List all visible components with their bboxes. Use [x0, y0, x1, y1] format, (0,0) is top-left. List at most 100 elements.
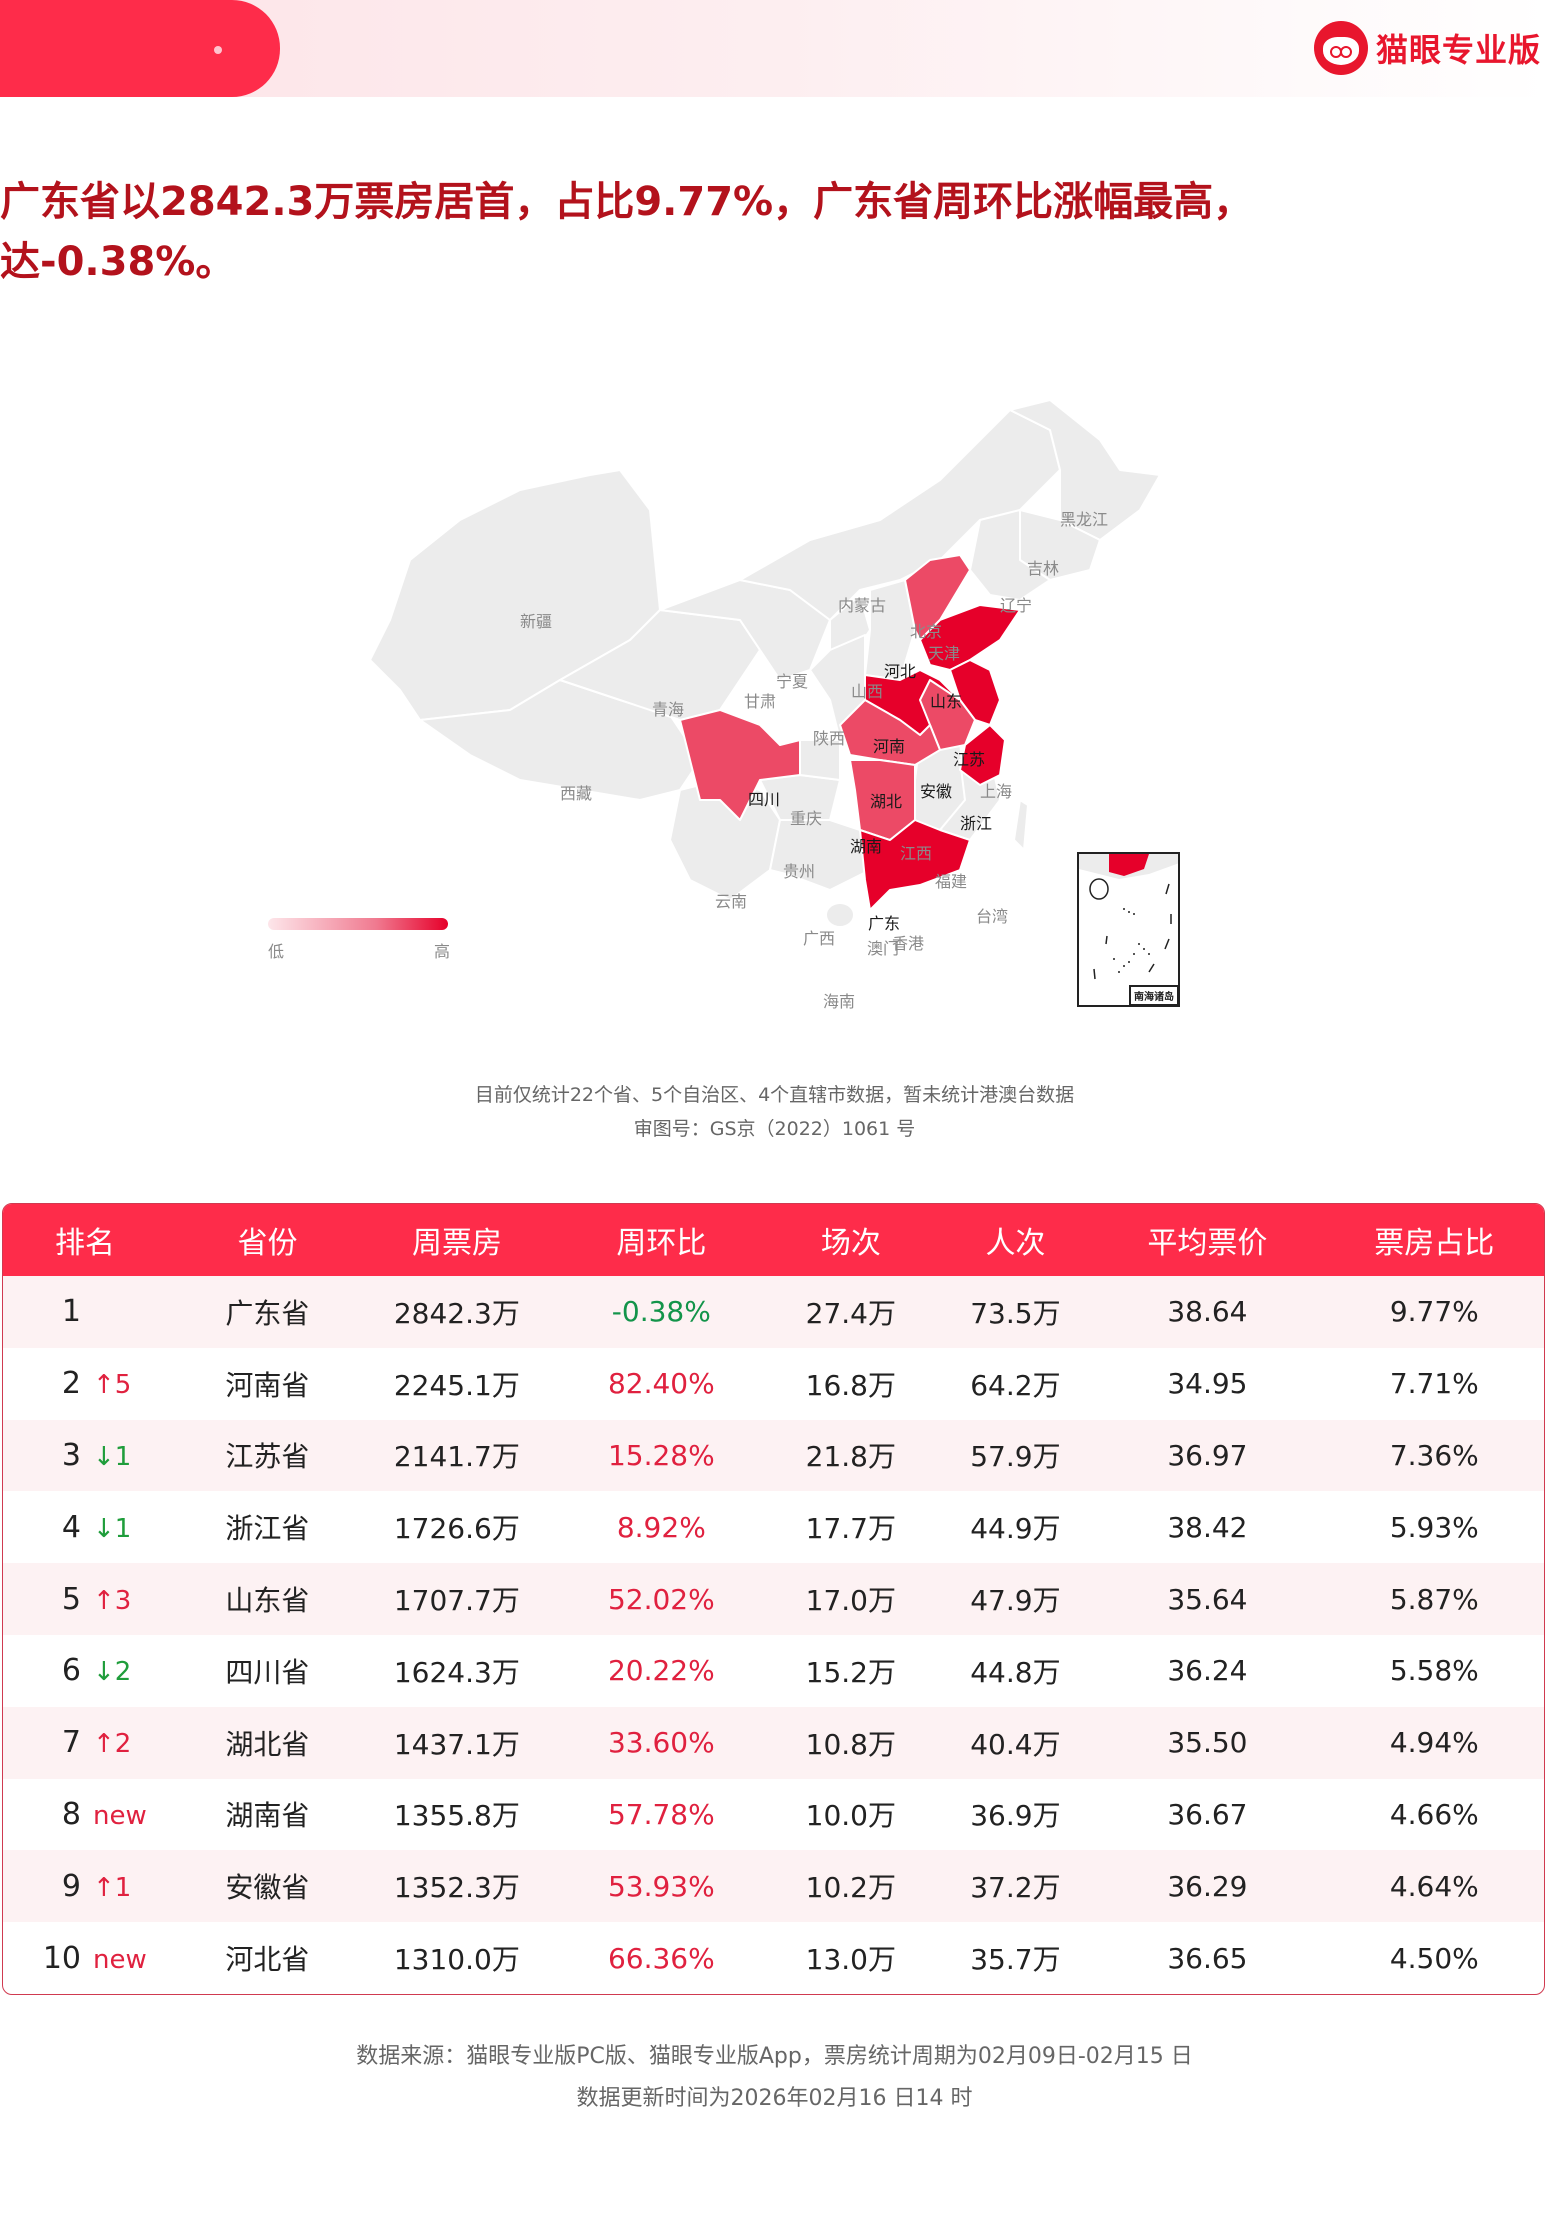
- region-zhejiang: [959, 724, 1006, 786]
- map-label-sichuan: 四川: [748, 790, 781, 809]
- avg-price-cell: 35.50: [1167, 1726, 1248, 1760]
- map-label-anhui: 安徽: [920, 782, 953, 801]
- col-header-admissions: 人次: [985, 1226, 1046, 1261]
- sessions-cell: 10.8万: [805, 1727, 896, 1761]
- wow-cell: 8.92%: [616, 1510, 706, 1544]
- map-label-yunnan: 云南: [715, 892, 748, 911]
- wow-cell: -0.38%: [611, 1295, 711, 1329]
- box-office-cell: 1352.3万: [393, 1871, 520, 1905]
- admissions-cell: 64.2万: [970, 1368, 1061, 1402]
- share-cell: 4.66%: [1389, 1797, 1479, 1831]
- map-label-neimenggu: 内蒙古: [838, 596, 887, 615]
- map-label-hebei: 河北: [884, 662, 917, 681]
- map-label-jiangxi: 江西: [900, 844, 933, 863]
- map-label-heilongjiang: 黑龙江: [1060, 510, 1109, 529]
- map-label-guizhou: 贵州: [783, 862, 816, 881]
- rank-number: 7: [61, 1725, 81, 1761]
- admissions-cell: 37.2万: [970, 1871, 1061, 1905]
- table-row: 2 ↑5 河南省 2245.1万 82.40% 16.8万 64.2万 34.95 7.71%: [3, 1348, 1544, 1420]
- note-map-approval: 审图号：GS京（2022）1061 号: [633, 1118, 916, 1140]
- admissions-cell: 36.9万: [970, 1799, 1061, 1833]
- map-label-qinghai: 青海: [652, 700, 685, 719]
- legend-high-label: 高: [433, 942, 450, 961]
- wow-cell: 33.60%: [607, 1726, 715, 1760]
- rank-number: 6: [61, 1653, 81, 1689]
- box-office-cell: 2245.1万: [393, 1368, 520, 1402]
- avg-price-cell: 34.95: [1167, 1367, 1248, 1401]
- col-header-avg-price: 平均票价: [1147, 1226, 1268, 1261]
- admissions-cell: 44.8万: [970, 1655, 1061, 1689]
- rank-cell: 7 ↑2: [3, 1725, 173, 1760]
- share-cell: 4.50%: [1389, 1941, 1479, 1975]
- region-heilongjiang: [1009, 399, 1161, 541]
- table-row: 1 广东省 2842.3万 -0.38% 27.4万 73.5万 38.64 9.77%: [3, 1276, 1544, 1348]
- box-office-cell: 1437.1万: [393, 1727, 520, 1761]
- province-cell: 河北省: [225, 1943, 310, 1977]
- share-cell: 5.87%: [1389, 1582, 1479, 1616]
- province-cell: 四川省: [225, 1655, 310, 1689]
- region-shandong: [919, 604, 1021, 671]
- share-cell: 7.36%: [1389, 1438, 1479, 1472]
- col-header-share: 票房占比: [1374, 1226, 1495, 1261]
- rank-cell: 5 ↑3: [3, 1582, 173, 1617]
- table-row: 7 ↑2 湖北省 1437.1万 33.60% 10.8万 40.4万 35.50 4.94%: [3, 1706, 1544, 1779]
- rank-number: 3: [61, 1437, 81, 1473]
- share-cell: 4.64%: [1389, 1869, 1479, 1903]
- col-header-rank: 排名: [55, 1226, 115, 1261]
- box-office-cell: 1707.7万: [393, 1584, 520, 1618]
- footer-source: 数据来源：猫眼专业版PC版、猫眼专业版App，票房统计周期为02月09日-02月…: [356, 2044, 1193, 2069]
- share-cell: 4.94%: [1389, 1726, 1479, 1760]
- province-cell: 湖北省: [225, 1727, 310, 1761]
- rank-change: ↓2: [93, 1657, 132, 1688]
- sessions-cell: 13.0万: [805, 1943, 896, 1977]
- region-guangxi: [769, 819, 871, 891]
- province-cell: 浙江省: [225, 1512, 310, 1546]
- wow-cell: 53.93%: [607, 1869, 715, 1903]
- col-header-wow: 周环比: [616, 1226, 707, 1261]
- map-label-chongqing: 重庆: [790, 809, 823, 828]
- box-office-cell: 1726.6万: [393, 1512, 520, 1546]
- rank-number: 8: [61, 1796, 81, 1832]
- map-label-tianjin: 天津: [928, 644, 961, 663]
- table-row: 3 ↓1 江苏省 2141.7万 15.28% 21.8万 57.9万 36.97 7.36%: [3, 1419, 1544, 1492]
- admissions-cell: 57.9万: [970, 1440, 1061, 1474]
- table-body: 1 广东省 2842.3万 -0.38% 27.4万 73.5万 38.64 9.77% 2 ↑5…: [3, 1276, 1544, 1994]
- region-neimenggu: [739, 409, 1061, 621]
- rank-number: 1: [61, 1294, 81, 1330]
- map-label-gansu: 甘肃: [744, 692, 777, 711]
- map-label-fujian: 福建: [935, 872, 968, 891]
- table-row: 6 ↓2 四川省 1624.3万 20.22% 15.2万 44.8万 36.24 5.58%: [3, 1635, 1544, 1707]
- rank-number: 5: [61, 1581, 81, 1617]
- sessions-cell: 21.8万: [805, 1440, 896, 1474]
- box-office-cell: 2141.7万: [393, 1440, 520, 1474]
- south-sea-caption: 南海诸岛: [1129, 985, 1178, 1005]
- map-legend: 低 高: [268, 918, 450, 962]
- rank-number: 10: [42, 1940, 81, 1976]
- table-row: 10 new 河北省 1310.0万 66.36% 13.0万 35.7万 36.65 4.50…: [3, 1922, 1544, 1994]
- avg-price-cell: 36.97: [1167, 1438, 1248, 1472]
- map-notes: 目前仅统计22个省、5个自治区、4个直辖市数据，暂未统计港澳台数据 审图号：GS…: [0, 1078, 1549, 1146]
- province-cell: 湖南省: [225, 1799, 310, 1833]
- rank-number: 4: [61, 1509, 81, 1545]
- sessions-cell: 10.0万: [805, 1799, 896, 1833]
- map-svg: [369, 399, 1161, 928]
- region-xizang: [419, 679, 701, 801]
- china-choropleth-map: [360, 380, 1180, 1020]
- avg-price-cell: 36.67: [1167, 1797, 1248, 1831]
- rank-cell: 1: [3, 1294, 173, 1329]
- map-label-zhejiang: 浙江: [960, 814, 993, 833]
- province-cell: 安徽省: [225, 1871, 310, 1905]
- rank-number: 9: [61, 1868, 81, 1904]
- wow-cell: 57.78%: [607, 1797, 715, 1831]
- table-row: 4 ↓1 浙江省 1726.6万 8.92% 17.7万 44.9万 38.42 5.93%: [3, 1491, 1544, 1563]
- col-header-province: 省份: [237, 1226, 298, 1261]
- rank-change: ↑3: [93, 1585, 132, 1616]
- rank-cell: 9 ↑1: [3, 1869, 173, 1904]
- province-cell: 江苏省: [225, 1440, 310, 1474]
- rank-cell: 3 ↓1: [3, 1438, 173, 1473]
- province-cell: 山东省: [225, 1584, 310, 1618]
- map-label-shanghai: 上海: [980, 782, 1013, 801]
- footer: 数据来源：猫眼专业版PC版、猫眼专业版App，票房统计周期为02月09日-02月…: [0, 2036, 1549, 2120]
- sessions-cell: 15.2万: [805, 1655, 896, 1689]
- legend-gradient-bar: [268, 918, 448, 930]
